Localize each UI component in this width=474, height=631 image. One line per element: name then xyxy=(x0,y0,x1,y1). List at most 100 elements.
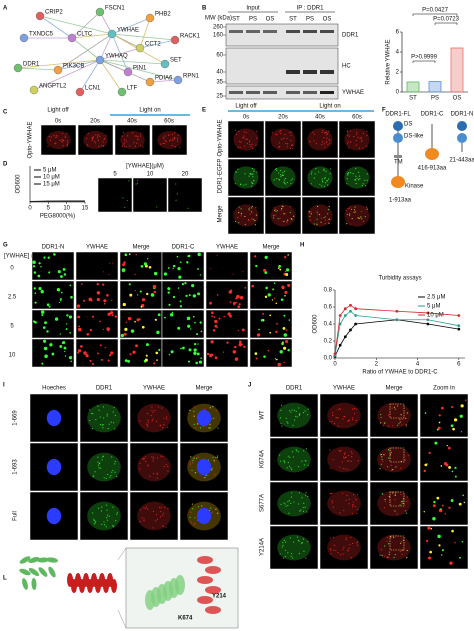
puncta xyxy=(366,134,368,136)
x-tick-label: 10 xyxy=(63,206,70,212)
droplet xyxy=(193,342,197,346)
puncta xyxy=(397,424,399,426)
puncta xyxy=(125,140,127,142)
droplet xyxy=(150,293,155,297)
puncta xyxy=(110,421,112,423)
puncta xyxy=(390,536,392,538)
puncta xyxy=(288,500,290,502)
droplet xyxy=(433,500,436,504)
puncta xyxy=(310,183,312,185)
droplet xyxy=(68,315,73,319)
droplet xyxy=(41,314,44,317)
puncta xyxy=(289,147,292,150)
droplet xyxy=(464,399,467,401)
puncta xyxy=(400,467,402,469)
puncta xyxy=(286,221,288,223)
puncta xyxy=(240,208,242,210)
puncta xyxy=(386,540,388,543)
puncta xyxy=(192,508,194,510)
puncta xyxy=(238,222,240,224)
droplet xyxy=(229,314,232,318)
puncta xyxy=(95,134,97,136)
puncta xyxy=(366,173,368,175)
puncta xyxy=(171,144,173,147)
droplet xyxy=(92,362,95,366)
droplet xyxy=(158,348,161,352)
puncta xyxy=(345,209,347,211)
puncta xyxy=(331,492,333,494)
puncta xyxy=(275,133,277,135)
puncta xyxy=(359,178,361,180)
puncta xyxy=(234,129,236,131)
puncta xyxy=(405,512,408,514)
puncta xyxy=(171,133,174,136)
droplet xyxy=(141,325,145,329)
point xyxy=(343,314,347,317)
puncta xyxy=(237,217,239,219)
droplet xyxy=(454,466,457,469)
micrograph xyxy=(31,309,75,339)
droplet xyxy=(427,526,431,530)
x-tick-label: 0 xyxy=(333,362,337,368)
puncta xyxy=(348,454,350,457)
network-node xyxy=(145,77,155,87)
puncta xyxy=(112,525,114,527)
micrograph xyxy=(161,251,205,281)
puncta xyxy=(152,510,155,513)
network-edge xyxy=(17,59,101,69)
puncta xyxy=(111,471,113,473)
puncta xyxy=(159,424,162,426)
puncta xyxy=(341,461,343,463)
puncta xyxy=(324,182,327,184)
puncta xyxy=(394,408,396,410)
droplet xyxy=(186,317,189,320)
droplet xyxy=(238,303,241,306)
puncta xyxy=(143,520,145,522)
droplet xyxy=(111,314,114,317)
puncta xyxy=(94,471,96,473)
puncta xyxy=(290,502,292,504)
droplet xyxy=(453,418,458,422)
puncta xyxy=(358,175,361,177)
droplet xyxy=(176,193,178,195)
puncta xyxy=(350,536,352,538)
puncta xyxy=(405,500,408,502)
zoom-box xyxy=(389,403,405,419)
puncta xyxy=(98,462,100,464)
puncta xyxy=(163,417,165,419)
puncta xyxy=(287,501,289,503)
label: 1-693 xyxy=(13,459,19,475)
puncta xyxy=(251,185,253,187)
puncta xyxy=(352,419,354,421)
puncta xyxy=(250,146,252,148)
puncta xyxy=(355,408,357,410)
puncta xyxy=(287,504,289,507)
puncta xyxy=(340,449,342,452)
puncta xyxy=(151,456,153,458)
droplet xyxy=(281,285,285,290)
micrograph xyxy=(119,309,163,339)
puncta xyxy=(217,512,219,514)
puncta xyxy=(339,512,341,514)
puncta xyxy=(366,179,368,181)
droplet xyxy=(240,343,243,346)
nucleus xyxy=(46,507,62,525)
puncta xyxy=(293,409,295,411)
puncta xyxy=(272,215,275,217)
puncta xyxy=(352,408,354,410)
label: Merge xyxy=(218,205,224,223)
droplet xyxy=(281,342,284,346)
puncta xyxy=(348,503,350,505)
puncta xyxy=(213,417,215,419)
puncta xyxy=(66,144,68,146)
puncta xyxy=(215,456,217,458)
puncta xyxy=(390,464,392,466)
droplet xyxy=(65,328,68,330)
micrograph xyxy=(319,481,369,526)
droplet xyxy=(199,274,202,276)
point xyxy=(354,307,358,311)
label: Light on xyxy=(139,108,160,114)
droplet xyxy=(130,329,135,333)
puncta xyxy=(335,549,337,552)
puncta xyxy=(305,494,307,496)
